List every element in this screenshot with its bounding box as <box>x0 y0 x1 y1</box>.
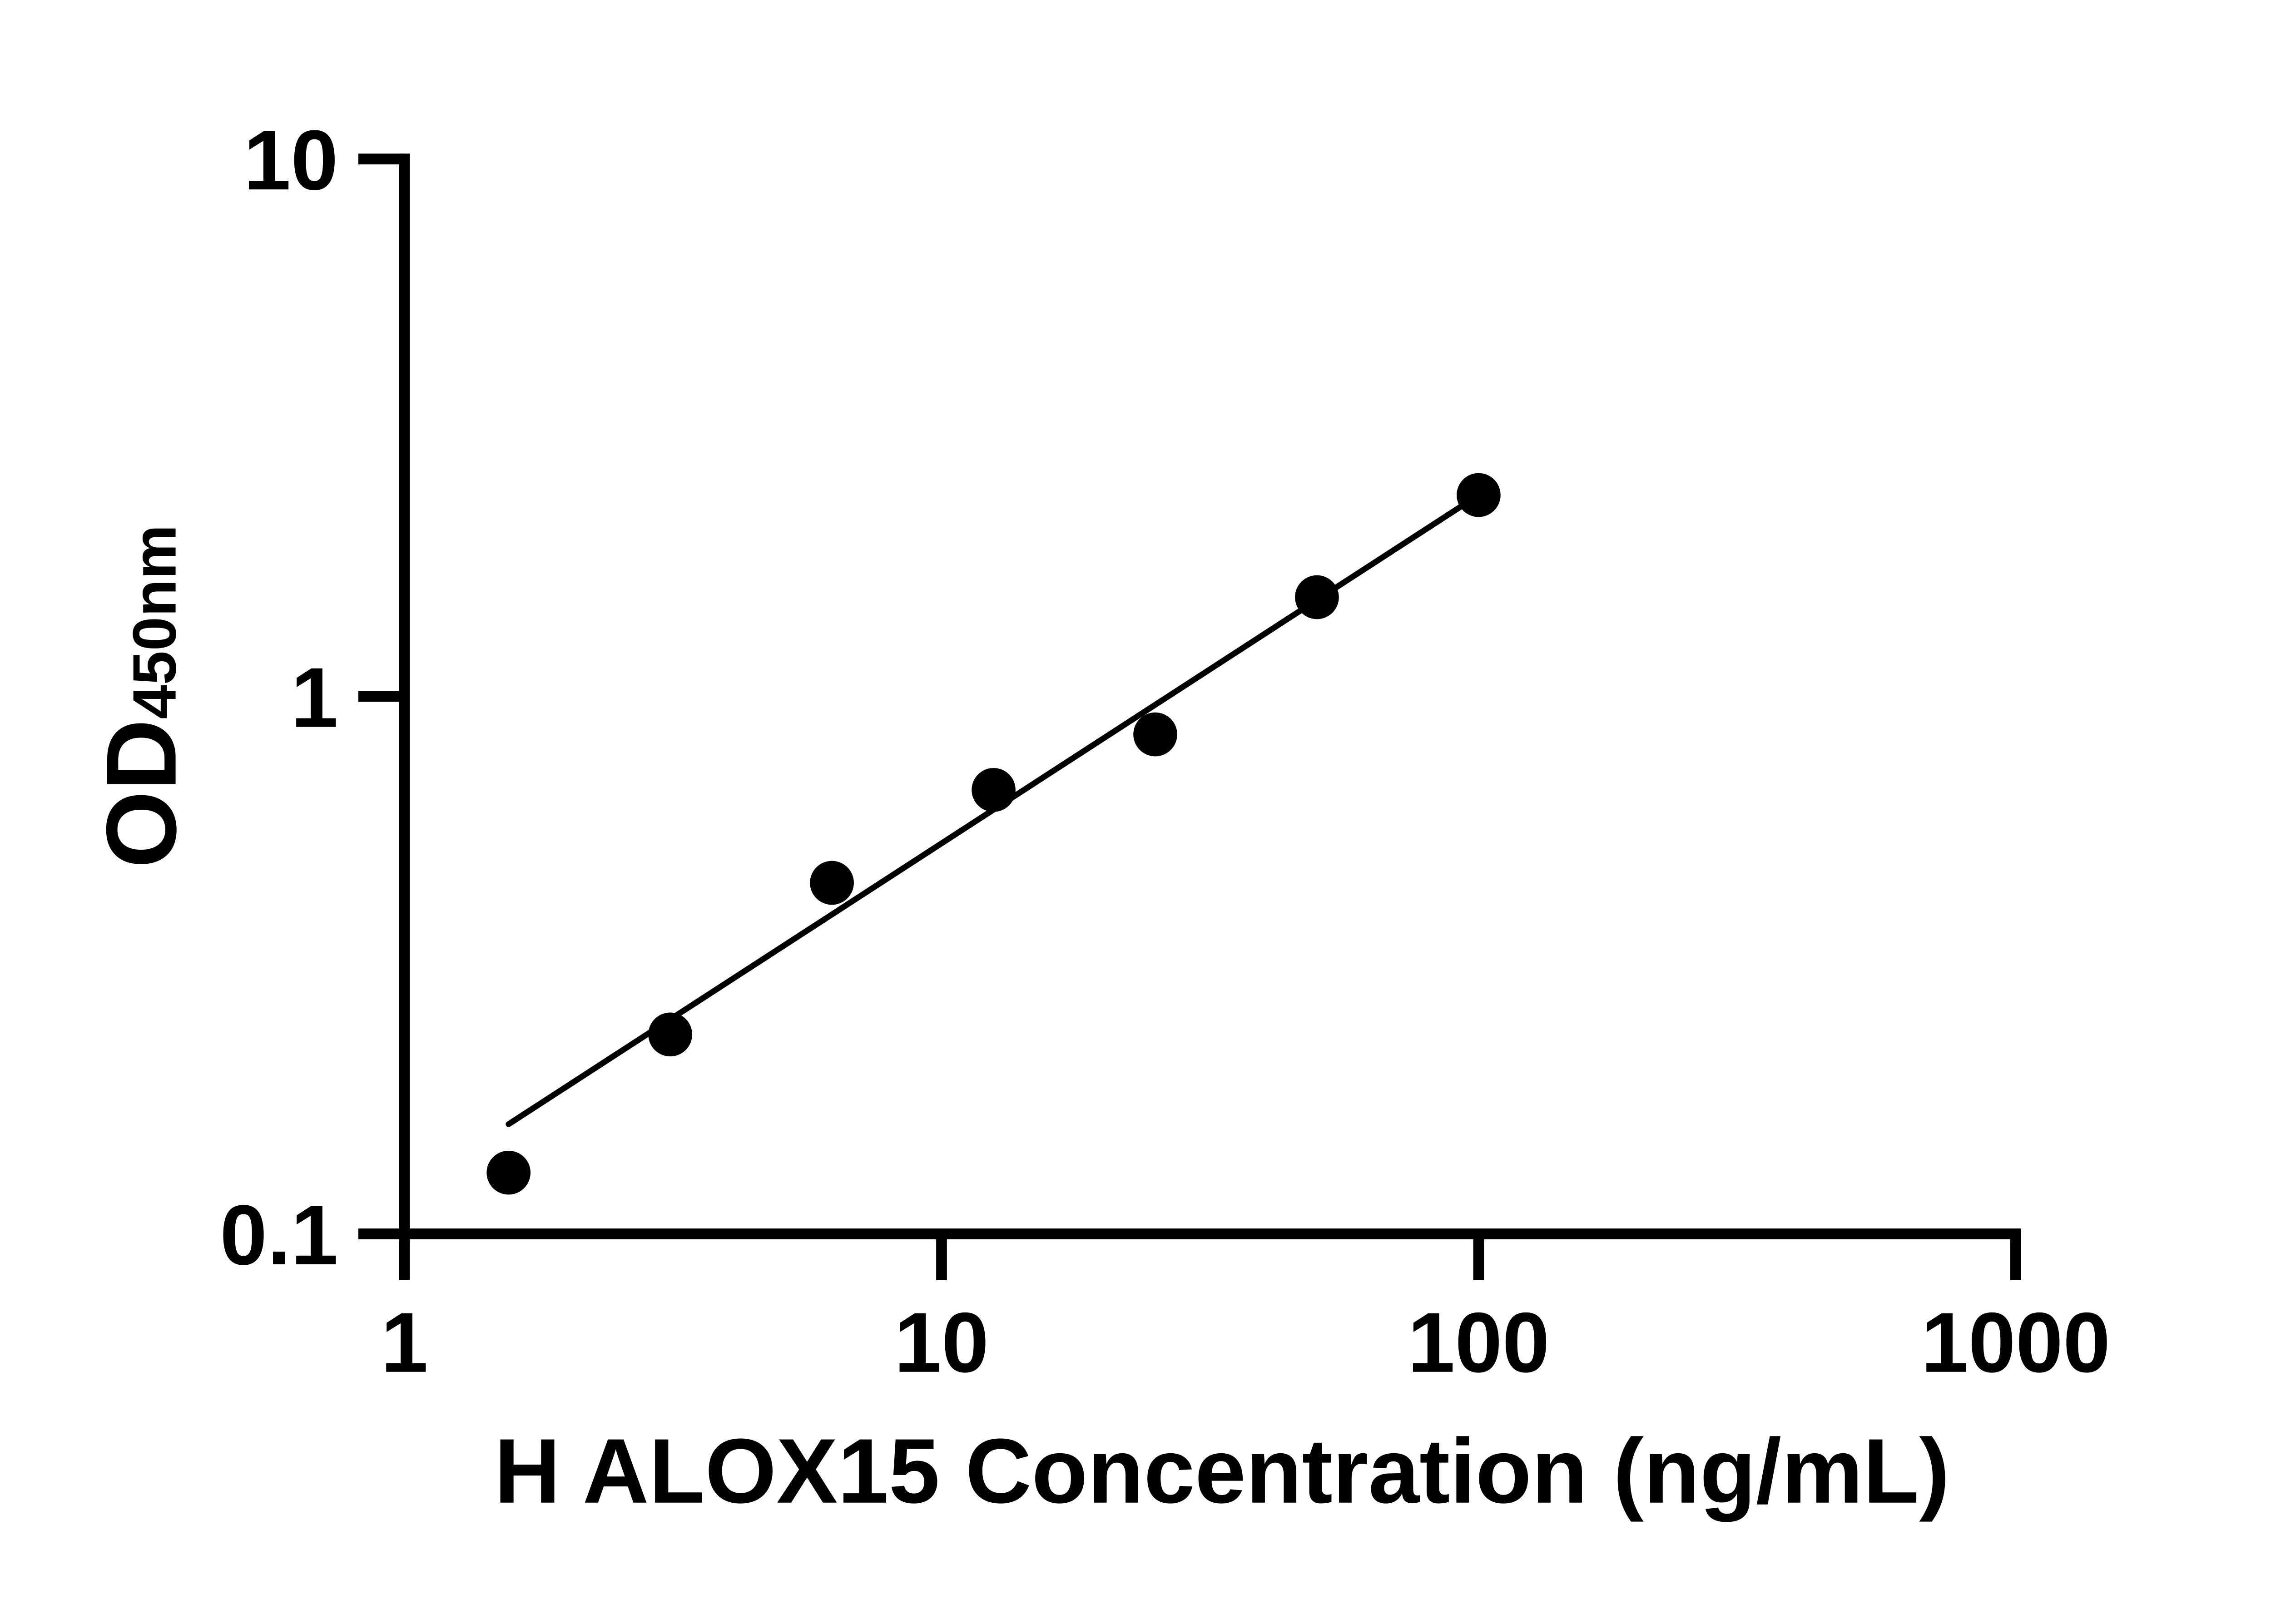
data-point <box>972 768 1016 812</box>
y-tick-label: 10 <box>243 112 338 208</box>
y-tick-label: 1 <box>291 650 338 745</box>
data-point <box>810 861 854 905</box>
x-axis-ticks <box>399 1233 2021 1280</box>
data-point <box>486 1150 531 1195</box>
y-axis-ticks <box>358 153 405 1239</box>
data-points <box>486 473 1501 1195</box>
y-axis-title-main: OD <box>86 719 197 868</box>
y-axis-title: OD450nm <box>86 525 197 868</box>
x-axis-title: H ALOX15 Concentration (ng/mL) <box>494 1420 1950 1522</box>
x-tick-label: 100 <box>1408 1295 1550 1390</box>
x-axis-tick-labels: 1 10 100 1000 <box>381 1295 2110 1390</box>
data-point <box>1295 575 1339 619</box>
plot-area: 1 10 100 1000 0.1 1 10 <box>220 112 2110 1390</box>
data-point <box>1457 473 1501 517</box>
data-point <box>1133 712 1177 757</box>
x-tick-label: 1 <box>381 1295 428 1390</box>
chart-background <box>0 11 2271 1613</box>
y-axis-title-subscript: 450nm <box>120 525 189 719</box>
y-axis-tick-labels: 0.1 1 10 <box>220 112 338 1282</box>
y-tick-label: 0.1 <box>220 1187 338 1282</box>
data-point <box>648 1012 692 1057</box>
x-tick-label: 1000 <box>1921 1295 2110 1390</box>
x-tick-label: 10 <box>894 1295 989 1390</box>
